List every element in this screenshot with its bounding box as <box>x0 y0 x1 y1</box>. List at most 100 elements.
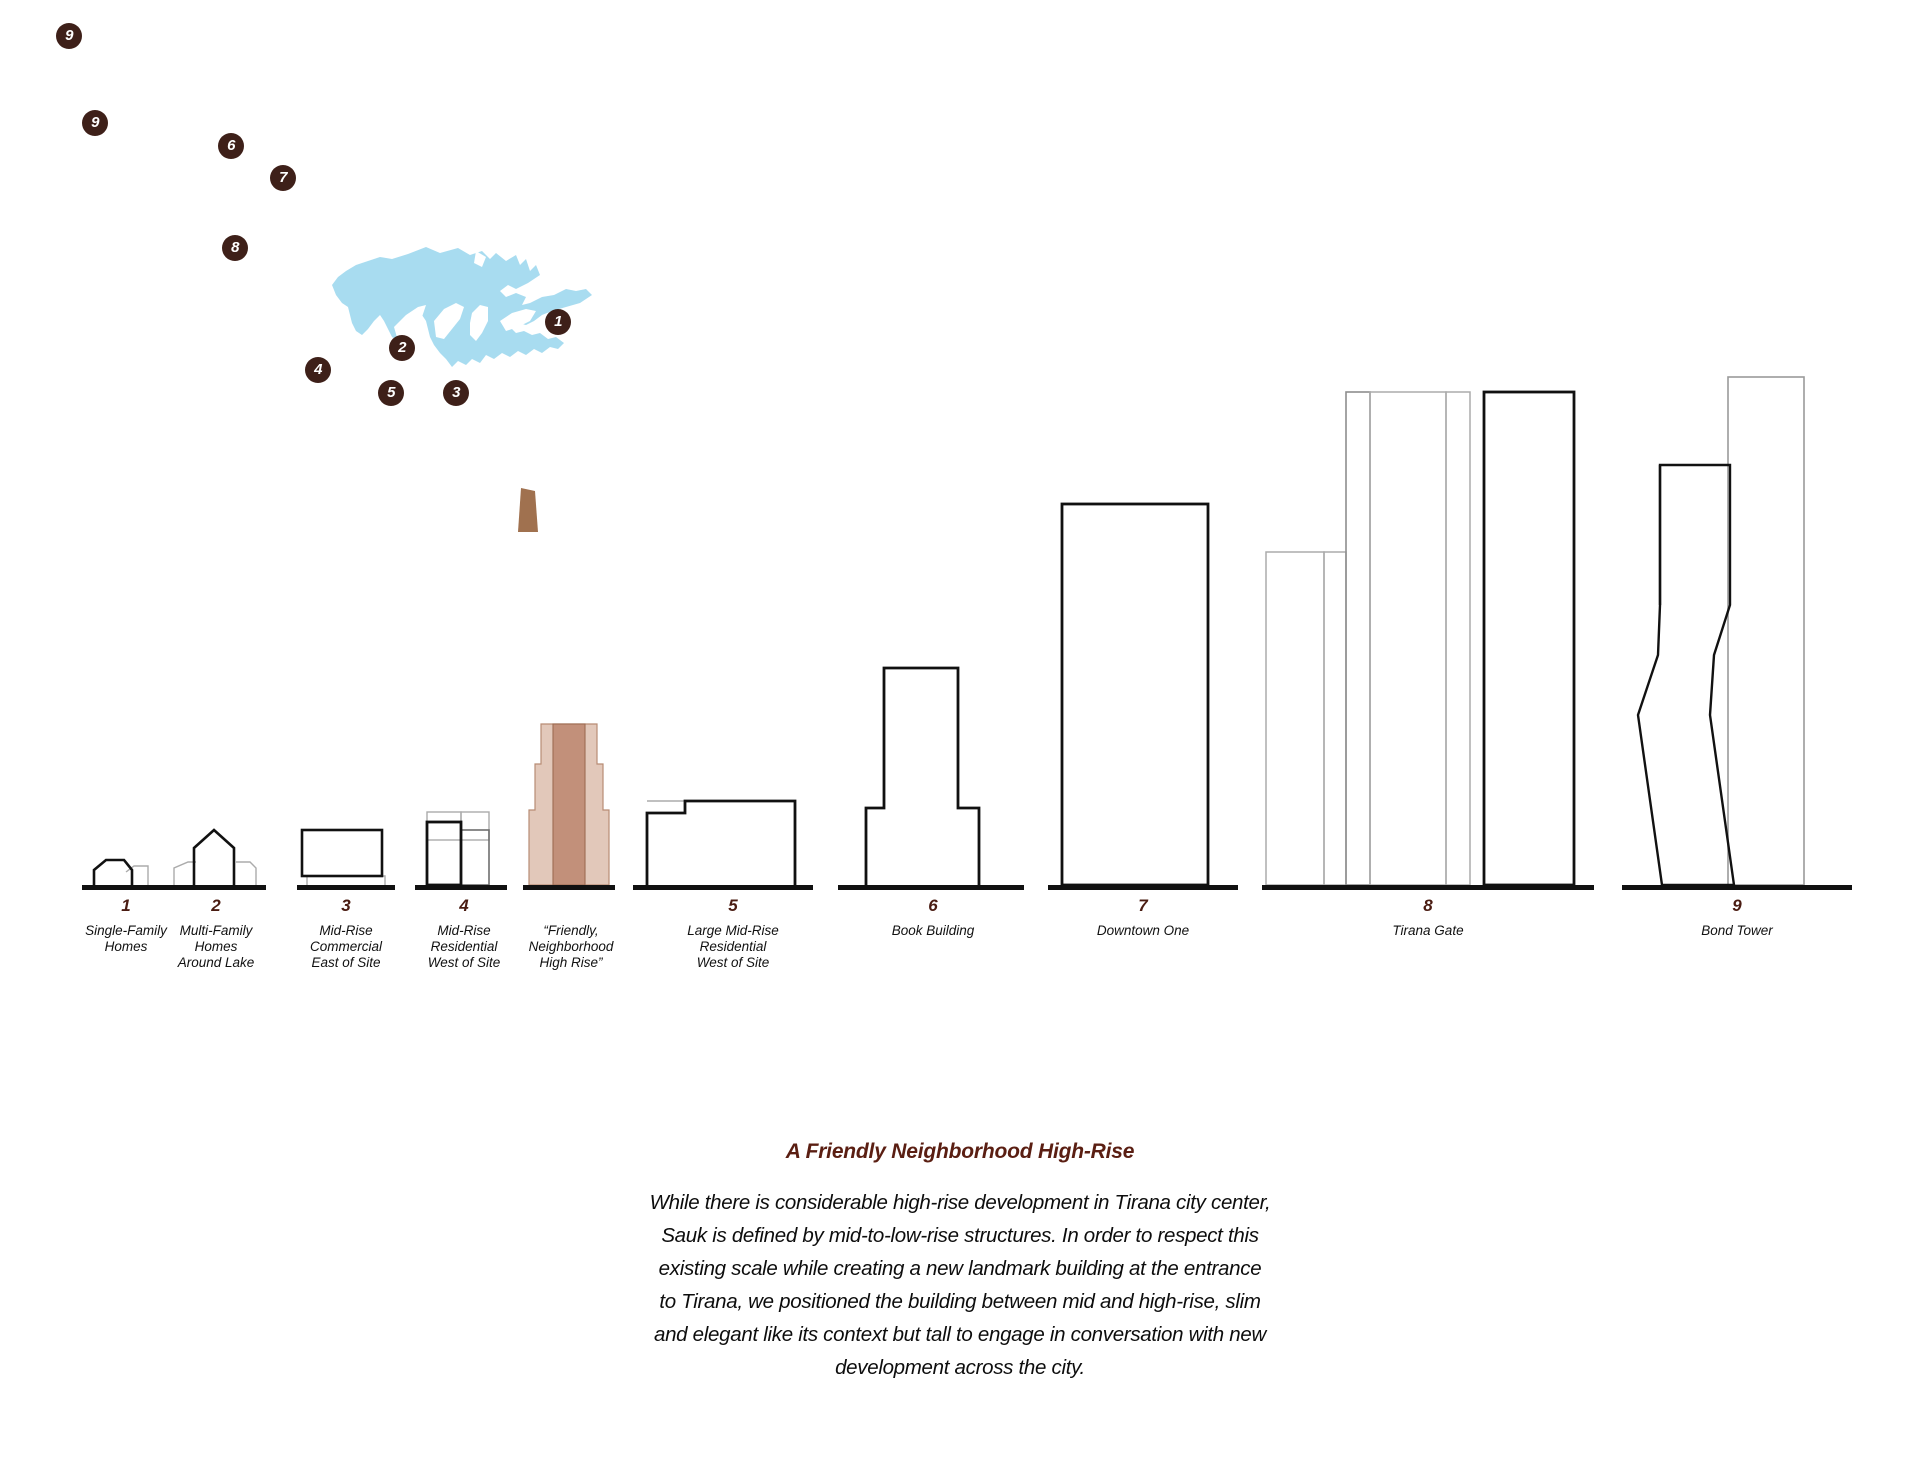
proposed-tower-core <box>552 723 586 886</box>
building-label-4: 4 Mid-Rise Residential West of Site <box>396 895 532 971</box>
building-1-svg <box>92 858 149 885</box>
building-silhouette-proposed <box>523 700 615 890</box>
building-scale-comparison <box>0 250 1920 890</box>
building-name-4: Mid-Rise Residential West of Site <box>427 923 501 970</box>
building-name-8: Tirana Gate <box>1392 923 1464 938</box>
ground-line-3 <box>297 885 395 890</box>
map-marker-3[interactable]: 3 <box>443 380 469 406</box>
building-silhouette-3 <box>297 810 395 890</box>
ground-line-9 <box>1622 885 1852 890</box>
ground-line-proposed <box>523 885 615 890</box>
building-2-svg <box>173 828 257 885</box>
lake-inlet-1 <box>394 305 426 341</box>
building-name-2: Multi-Family Homes Around Lake <box>177 923 255 970</box>
caption-line-4: to Tirana, we positioned the building be… <box>659 1290 1261 1313</box>
building-number-4: 4 <box>459 896 469 915</box>
main-outline-7 <box>1060 502 1210 887</box>
ghost-slab-8-a <box>1265 551 1325 886</box>
ghost-slab-8-c <box>1345 391 1371 886</box>
building-silhouette-6 <box>838 650 1024 890</box>
map-marker-9b[interactable]: 9 <box>82 110 108 136</box>
ground-line-8 <box>1262 885 1594 890</box>
building-name-proposed: “Friendly, Neighborhood High Rise” <box>528 923 614 970</box>
context-site-map: 9 9 6 7 8 1 2 4 5 3 <box>0 0 760 560</box>
caption-title: A Friendly Neighborhood High-Rise <box>785 1140 1135 1163</box>
lake-inlet-3 <box>470 305 488 341</box>
ghost-outline-1 <box>125 865 149 885</box>
ghost-outline-4-a <box>426 811 462 841</box>
ground-line-5 <box>633 885 813 890</box>
lake-inlet-2 <box>434 303 464 339</box>
building-8-svg <box>1265 390 1576 887</box>
building-number-3: 3 <box>341 896 351 915</box>
building-label-3: 3 Mid-Rise Commercial East of Site <box>278 895 414 971</box>
ghost-slab-8-e <box>1445 391 1471 886</box>
building-name-9: Bond Tower <box>1701 923 1773 938</box>
caption-line-3: existing scale while creating a new land… <box>658 1257 1262 1280</box>
ghost-outline-2-right <box>236 861 257 885</box>
ground-line-2 <box>166 885 266 890</box>
lake-notch-top <box>474 251 486 267</box>
building-name-6: Book Building <box>891 923 975 938</box>
map-marker-5[interactable]: 5 <box>378 380 404 406</box>
map-marker-8[interactable]: 8 <box>222 235 248 261</box>
building-silhouette-5 <box>633 775 813 890</box>
building-number-2: 2 <box>211 896 221 915</box>
building-label-9: 9 Bond Tower <box>1659 895 1815 939</box>
main-outline-9 <box>1636 463 1736 887</box>
map-marker-2[interactable]: 2 <box>389 335 415 361</box>
ghost-slab-8-d <box>1369 391 1447 886</box>
main-outline-3 <box>300 828 384 878</box>
building-silhouette-2 <box>166 810 266 890</box>
main-outline-6 <box>864 666 981 885</box>
ghost-outline-2-left <box>173 861 196 885</box>
site-polygon <box>518 488 538 532</box>
building-6-svg <box>864 666 981 885</box>
building-name-1: Single-Family Homes <box>85 923 167 954</box>
building-name-3: Mid-Rise Commercial East of Site <box>309 923 382 970</box>
building-name-5: Large Mid-Rise Residential West of Site <box>687 923 779 970</box>
building-number-1: 1 <box>121 896 131 915</box>
building-number-7: 7 <box>1138 896 1148 915</box>
ghost-slab-8-b <box>1323 551 1347 886</box>
ghost-slab-9 <box>1727 376 1805 886</box>
ground-line-6 <box>838 885 1024 890</box>
main-outline-1 <box>92 858 134 885</box>
building-9-svg <box>1636 376 1805 887</box>
main-slab-8 <box>1482 390 1576 887</box>
map-marker-4[interactable]: 4 <box>305 357 331 383</box>
ground-line-7 <box>1048 885 1238 890</box>
building-name-7: Downtown One <box>1096 923 1190 938</box>
map-marker-7[interactable]: 7 <box>270 165 296 191</box>
building-number-6: 6 <box>928 896 938 915</box>
building-number-8: 8 <box>1423 896 1433 915</box>
map-marker-9a[interactable]: 9 <box>56 23 82 49</box>
caption-line-5: and elegant like its context but tall to… <box>653 1323 1267 1346</box>
ground-line-4 <box>415 885 507 890</box>
caption-line-1: While there is considerable high-rise de… <box>649 1191 1271 1214</box>
ghost-outline-4-b <box>460 811 490 841</box>
building-silhouette-4 <box>415 800 507 890</box>
building-5-svg <box>645 799 797 885</box>
building-label-8: 8 Tirana Gate <box>1350 895 1506 939</box>
building-label-6: 6 Book Building <box>855 895 1011 939</box>
building-silhouette-7 <box>1048 490 1238 890</box>
ghost-outline-4-c <box>460 829 490 886</box>
building-label-7: 7 Downtown One <box>1065 895 1221 939</box>
building-number-5: 5 <box>728 896 738 915</box>
building-number-9: 9 <box>1732 896 1742 915</box>
building-7-svg <box>1060 502 1210 887</box>
building-label-row: 1 Single-Family Homes 2 Multi-Family Hom… <box>0 895 1920 1025</box>
main-outline-4 <box>425 820 463 887</box>
building-4-svg <box>425 811 490 887</box>
main-outline-2 <box>192 828 236 885</box>
building-silhouette-8 <box>1262 380 1594 890</box>
ghost-outline-3 <box>306 875 386 885</box>
building-silhouette-9 <box>1622 365 1852 890</box>
caption-block: A Friendly Neighborhood High-Rise While … <box>480 1140 1440 1384</box>
lake-inlet-4 <box>500 309 536 331</box>
map-marker-1[interactable]: 1 <box>545 309 571 335</box>
building-label-5: 5 Large Mid-Rise Residential West of Sit… <box>655 895 811 971</box>
building-label-1: 1 Single-Family Homes <box>58 895 194 955</box>
map-marker-6[interactable]: 6 <box>218 133 244 159</box>
